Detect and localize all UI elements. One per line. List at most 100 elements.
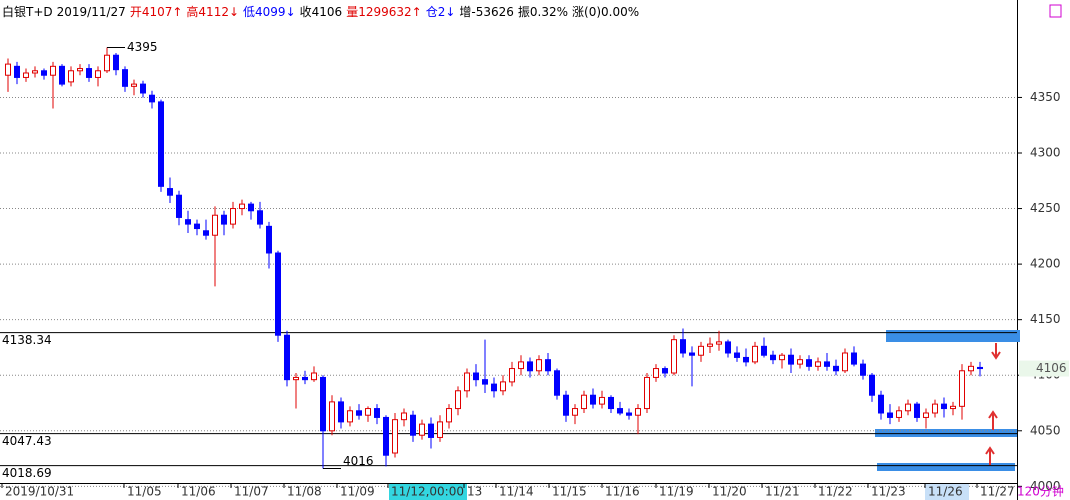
- candle-body: [383, 416, 389, 456]
- candle-body: [194, 223, 200, 230]
- candle-body: [833, 365, 839, 372]
- candle-body: [446, 408, 452, 423]
- window-icon[interactable]: [1049, 4, 1062, 18]
- candle-body: [68, 70, 74, 83]
- candle-body: [482, 379, 488, 385]
- candle-body: [248, 203, 254, 212]
- last-price-box: [1019, 360, 1069, 377]
- candle-body: [905, 403, 911, 412]
- candle-body: [779, 354, 785, 361]
- candle-body: [689, 352, 695, 356]
- candle-body: [257, 210, 263, 225]
- x-tick-label: 11/07: [234, 485, 269, 499]
- x-tick-label: 11/15: [552, 485, 587, 499]
- x-tick-label: 11/09: [340, 485, 375, 499]
- candle-body: [725, 341, 731, 354]
- candle-body: [590, 394, 596, 405]
- y-tick-label: 4350: [1030, 90, 1061, 104]
- candle-body: [662, 368, 668, 374]
- x-tick-label: 2019/10/31: [5, 485, 74, 499]
- x-tick-label: 11/12,00:00: [391, 485, 464, 499]
- candle-body: [914, 403, 920, 418]
- y-tick-label: 4150: [1030, 312, 1061, 326]
- y-tick-label: 4200: [1030, 257, 1061, 271]
- candle-body: [563, 394, 569, 416]
- candle-body: [599, 396, 605, 405]
- candle-body: [23, 72, 29, 78]
- candle-body: [392, 419, 398, 454]
- candle-body: [761, 345, 767, 356]
- candle-body: [410, 414, 416, 436]
- candle-body: [311, 372, 317, 381]
- candle-body: [842, 352, 848, 372]
- candle-body: [680, 339, 686, 354]
- zone: [886, 330, 1020, 342]
- x-tick-label: 13: [467, 485, 482, 499]
- candle-body: [869, 374, 875, 396]
- candle-body: [347, 410, 353, 423]
- candle-body: [626, 412, 632, 416]
- candle-body: [302, 376, 308, 381]
- x-tick-label: 11/05: [127, 485, 162, 499]
- candle-body: [32, 70, 38, 74]
- candle-body: [824, 361, 830, 367]
- x-tick-label: 11/19: [659, 485, 694, 499]
- level-label: 4018.69: [2, 466, 52, 480]
- candle-body: [203, 230, 209, 236]
- candle-body: [887, 412, 893, 418]
- candle-body: [932, 403, 938, 414]
- last-price: 4106: [1036, 361, 1067, 375]
- candle-body: [149, 94, 155, 103]
- candle-body: [491, 383, 497, 392]
- candle-body: [455, 390, 461, 410]
- header-item: 低4099↓: [243, 5, 296, 19]
- candle-body: [644, 376, 650, 410]
- axis-line: [0, 483, 1017, 484]
- zone: [875, 429, 1017, 437]
- candle-body: [356, 410, 362, 416]
- y-tick-label: 4300: [1030, 146, 1061, 160]
- candle-body: [752, 345, 758, 363]
- candle-body: [500, 381, 506, 392]
- candle-body: [329, 401, 335, 432]
- candle-body: [419, 423, 425, 436]
- candle-body: [284, 334, 290, 381]
- candle-body: [608, 396, 614, 410]
- candle-body: [734, 352, 740, 358]
- candle-body: [770, 354, 776, 361]
- candle-body: [527, 361, 533, 372]
- header-item: 仓2↓: [425, 5, 456, 19]
- candle-body: [212, 214, 218, 236]
- header-item: 增-53626: [459, 5, 514, 19]
- candle-body: [293, 376, 299, 381]
- low-label: 4016: [343, 454, 374, 468]
- candle-body: [437, 421, 443, 438]
- y-tick-label: 4000: [1030, 479, 1061, 493]
- x-tick-label: 11/22: [818, 485, 853, 499]
- candle-body: [473, 372, 479, 381]
- candle-body: [5, 63, 11, 76]
- candle-body: [572, 408, 578, 416]
- x-tick-label: 11/23: [871, 485, 906, 499]
- candle-body: [851, 352, 857, 365]
- candle-body: [716, 341, 722, 345]
- candle-body: [941, 403, 947, 410]
- header: 白银T+D 2019/11/27 开4107↑ 高4112↓ 低4099↓ 收4106 量1…: [2, 3, 643, 20]
- x-tick-label: 11/21: [765, 485, 800, 499]
- candle-body: [536, 359, 542, 372]
- header-item: 涨(0)0.00%: [572, 5, 640, 19]
- candle-body: [617, 408, 623, 414]
- candle-body: [266, 225, 272, 254]
- candle-body: [977, 366, 983, 370]
- candle-body: [815, 361, 821, 367]
- header-item: 收4106: [299, 5, 343, 19]
- x-tick-label: 11/20: [712, 485, 747, 499]
- arrow-up: [988, 410, 998, 430]
- header-item: 白银T+D: [2, 5, 53, 19]
- header-item: 高4112↓: [186, 5, 240, 19]
- candle-body: [176, 194, 182, 218]
- candle-body: [707, 343, 713, 347]
- candle-body: [797, 359, 803, 365]
- candle-body: [401, 412, 407, 421]
- candle-body: [41, 70, 47, 76]
